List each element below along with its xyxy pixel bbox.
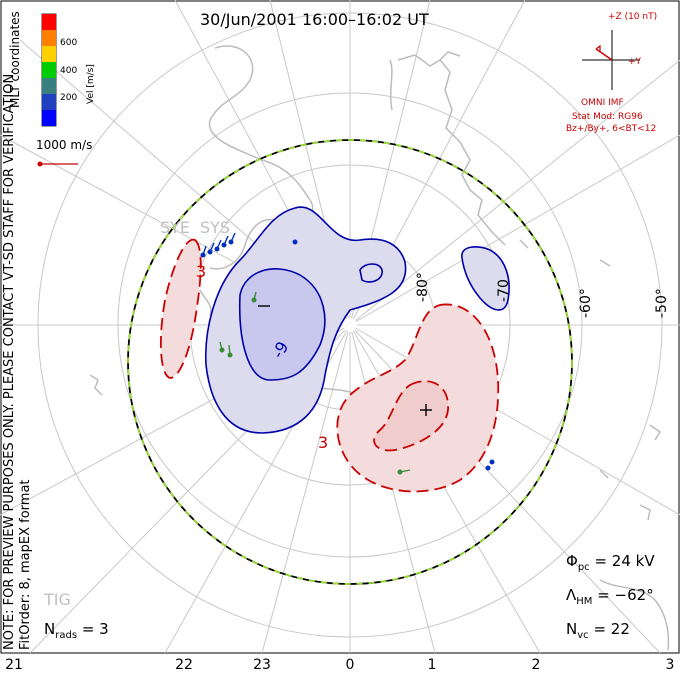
nrads-stat: Nrads = 3 xyxy=(44,620,109,641)
contour-label-3: 3 xyxy=(318,433,329,452)
negative-cell-inner xyxy=(238,268,326,381)
station-sys: SYS xyxy=(200,218,231,237)
colorbar-cell xyxy=(42,94,56,110)
mlt-label-22: 22 xyxy=(175,657,193,673)
colorbar-cell xyxy=(42,14,56,30)
nrads-value: = 3 xyxy=(81,620,109,638)
nvc-symbol: N xyxy=(566,620,578,638)
station-tig: TIG xyxy=(44,590,71,609)
colorbar-tick-200: 200 xyxy=(60,93,78,103)
mlt-label-0: 0 xyxy=(345,657,355,673)
imf-source: OMNI IMF xyxy=(581,98,624,108)
mlt-label-21: 21 xyxy=(5,657,23,673)
cell-markers xyxy=(258,305,432,416)
mlt-label-23: 23 xyxy=(253,657,271,673)
nvc-value: = 22 xyxy=(593,620,630,638)
imf-z-label: +Z (10 nT) xyxy=(608,12,658,22)
lambda-symbol: Λ xyxy=(566,586,577,604)
latitude-label-80: -80° xyxy=(415,272,431,302)
imf-model: Stat Mod: RG96 xyxy=(572,112,643,122)
latitude-label-50: -50° xyxy=(654,288,670,318)
colorbar-label: Vel [m/s] xyxy=(86,64,96,104)
colorbar-cell xyxy=(42,110,56,126)
station-sye: SYE xyxy=(160,218,191,237)
hm-boundary-dash xyxy=(127,139,573,585)
positive-cell-inner xyxy=(373,380,449,452)
colorbar-cell xyxy=(42,30,56,46)
preview-notice: NOTE: FOR PREVIEW PURPOSES ONLY. PLEASE … xyxy=(2,69,17,650)
velocity-vectors xyxy=(200,232,495,475)
phi-symbol: Φ xyxy=(566,552,578,570)
mlt-label-2: 2 xyxy=(531,657,541,673)
phi-value: = 24 kV xyxy=(594,552,655,570)
lambda-value: = −62° xyxy=(597,586,654,604)
velocity-scale-label: 1000 m/s xyxy=(36,138,93,152)
imf-y-label: +Y xyxy=(628,57,642,67)
fit-order-label: FitOrder: 8, mapEX format xyxy=(18,479,33,650)
velocity-scale-vector xyxy=(37,161,78,167)
mlt-label-1: 1 xyxy=(427,657,437,673)
nrads-sub: rads xyxy=(55,630,78,641)
phi-sub: pc xyxy=(577,562,590,573)
lambda-sub: HM xyxy=(576,596,593,607)
colorbar-cell xyxy=(42,46,56,62)
lambda-hm-stat: ΛHM = −62° xyxy=(566,586,654,607)
imf-dial xyxy=(582,30,640,90)
colorbar-tick-600: 600 xyxy=(60,38,78,48)
negative-cell-right xyxy=(461,246,510,311)
plot-border xyxy=(0,0,680,654)
latitude-label-70: -70 xyxy=(496,279,512,302)
mlt-label-3: 3 xyxy=(665,657,675,673)
colorbar-cell xyxy=(42,78,56,94)
coastlines xyxy=(89,45,670,651)
nvc-stat: Nvc = 22 xyxy=(566,620,630,641)
imf-condition: Bz+/By+, 6<BT<12 xyxy=(566,124,657,134)
latitude-label-60: -60° xyxy=(578,288,594,318)
nrads-symbol: N xyxy=(44,620,56,638)
contour-label-3-left: 3 xyxy=(196,262,207,281)
map-title: 30/Jun/2001 16:00–16:02 UT xyxy=(200,10,429,29)
nvc-sub: vc xyxy=(577,630,589,641)
colorbar-cell xyxy=(42,62,56,78)
phi-pc-stat: Φpc = 24 kV xyxy=(566,552,655,573)
colorbar-tick-400: 400 xyxy=(60,66,78,76)
pole-marker xyxy=(343,318,357,332)
negative-cell-small xyxy=(359,263,383,283)
positive-cell-left xyxy=(159,239,202,379)
